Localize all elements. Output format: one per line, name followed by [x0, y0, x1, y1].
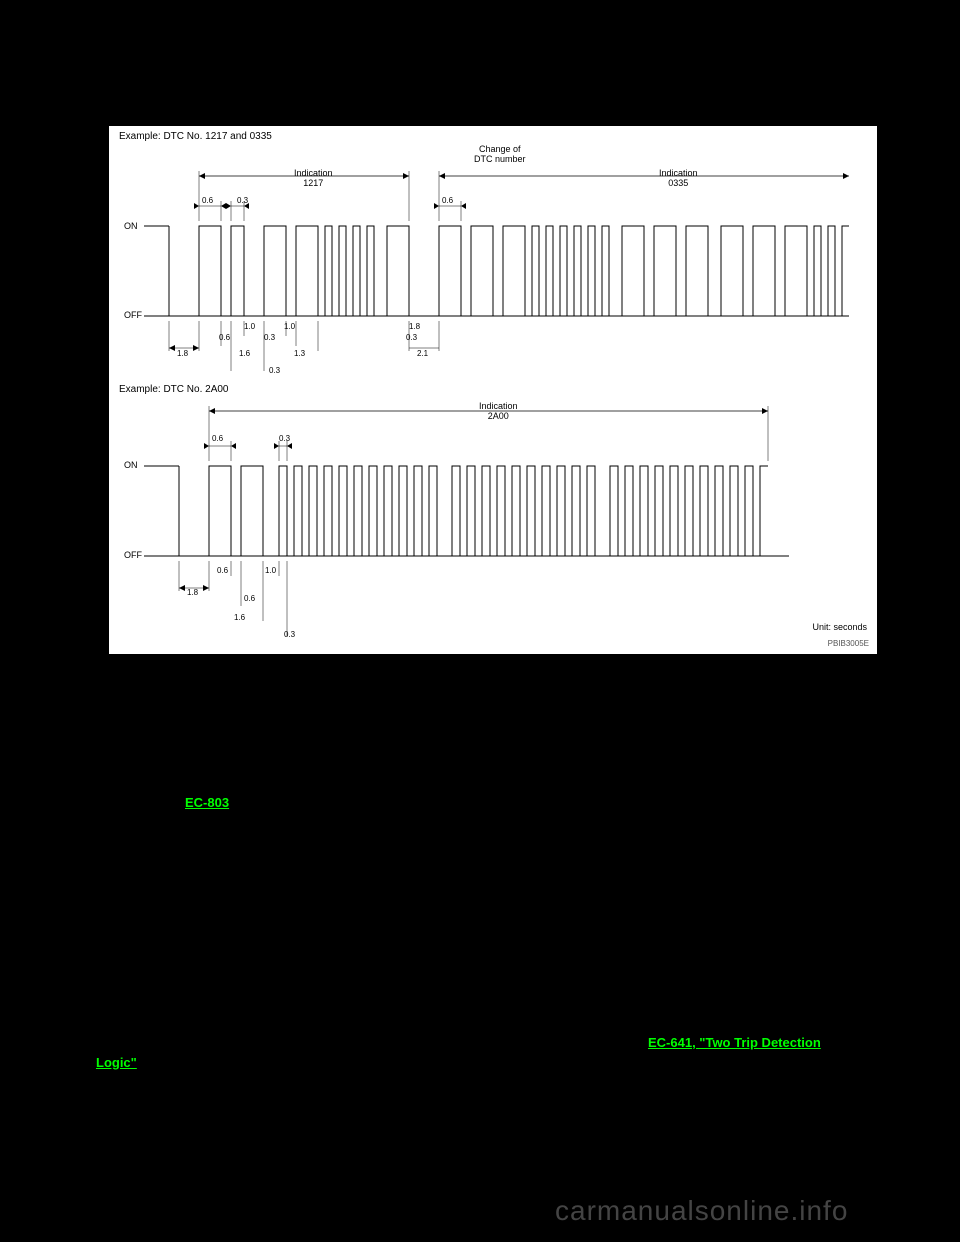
- t18-3: 1.8: [187, 588, 198, 597]
- t03-4: 0.3: [406, 333, 417, 342]
- t10-1: 1.0: [244, 322, 255, 331]
- t21-1: 2.1: [417, 349, 428, 358]
- t03-6: 0.3: [284, 630, 295, 639]
- t06-4: 0.6: [212, 434, 223, 443]
- waveform-1: [109, 126, 879, 396]
- t06-3: 0.6: [219, 333, 230, 342]
- t18-2: 1.8: [409, 322, 420, 331]
- indication-2a00: Indication 2A00: [479, 401, 518, 421]
- figure-code: PBIB3005E: [828, 639, 869, 648]
- t03-2: 0.3: [264, 333, 275, 342]
- off-label-2: OFF: [124, 550, 142, 560]
- t16-1: 1.6: [239, 349, 250, 358]
- watermark: carmanualsonline.info: [555, 1195, 848, 1227]
- t10-3: 1.0: [265, 566, 276, 575]
- diagram-container: Example: DTC No. 1217 and 0335 Change of…: [108, 125, 878, 655]
- link-twotrip[interactable]: EC-641, "Two Trip Detection: [648, 1035, 821, 1050]
- t03-5: 0.3: [279, 434, 290, 443]
- t06-1: 0.6: [202, 196, 213, 205]
- example2-title: Example: DTC No. 2A00: [119, 384, 229, 395]
- t06-6: 0.6: [244, 594, 255, 603]
- t18-1: 1.8: [177, 349, 188, 358]
- t13-1: 1.3: [294, 349, 305, 358]
- link-ec803[interactable]: EC-803: [185, 795, 229, 810]
- t03-1: 0.3: [237, 196, 248, 205]
- link-logic[interactable]: Logic": [96, 1055, 137, 1070]
- unit-label: Unit: seconds: [812, 622, 867, 632]
- t10-2: 1.0: [284, 322, 295, 331]
- on-label-2: ON: [124, 460, 138, 470]
- t16-2: 1.6: [234, 613, 245, 622]
- t03-3: 0.3: [269, 366, 280, 375]
- t06-2: 0.6: [442, 196, 453, 205]
- t06-5: 0.6: [217, 566, 228, 575]
